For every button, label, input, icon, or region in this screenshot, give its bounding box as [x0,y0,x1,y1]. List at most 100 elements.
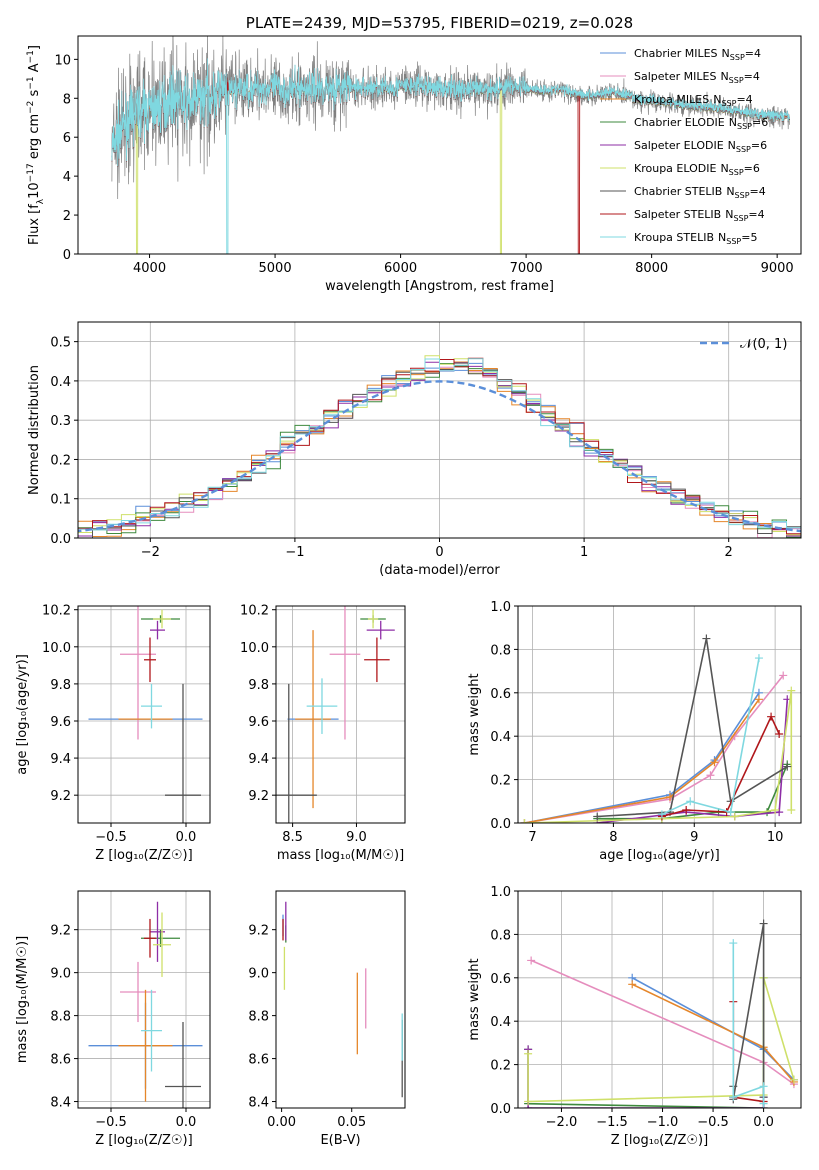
errorbar-point [144,637,156,683]
weight-marker [726,808,735,817]
age_vs_Z-xlabel: Z [log₁₀(Z/Z☉)] [95,848,192,863]
weight_vs_Z-xtick-label: −0.5 [697,1115,729,1130]
weight-marker [759,1099,768,1108]
weight_vs_Z-plot-area [524,919,798,1108]
spectrum-xlabel: wavelength [Angstrom, rest frame] [325,279,554,294]
errorbar-point [153,912,171,977]
weight_vs_age-xtick-label: 8 [609,830,617,845]
spectrum-xtick-label: 9000 [761,261,794,276]
errorbar-point [367,609,379,629]
weight_vs_age-xtick-label: 10 [767,830,784,845]
residuals-ytick-label: 0.3 [50,414,71,429]
age_vs_Z-xtick-label: 0.0 [176,830,197,845]
weight-marker [779,671,788,680]
residuals-ytick-label: 0.2 [50,453,71,468]
legend-label: Kroupa ELODIE NSSP=6 [634,162,760,177]
errorbar-point [364,637,390,683]
mass_vs_ebv-ytick-label: 8.4 [248,1096,269,1111]
errorbar-point [150,901,165,962]
mass_vs_Z-ytick-label: 9.2 [50,924,71,939]
mass_vs_Z-grid [78,891,210,1108]
residuals-xtick-label: −2 [141,545,160,560]
weight_vs_age-ytick-label: 0.8 [490,643,511,658]
residuals-xtick-label: 0 [435,545,443,560]
spectrum-ytick-label: 10 [54,53,71,68]
residuals-ytick-label: 0.5 [50,336,71,351]
weight-marker [787,805,796,814]
age_vs_Z-ytick-label: 9.6 [50,715,71,730]
age_vs_mass-xtick-label: 9.0 [346,830,367,845]
weight_vs_Z-ytick-label: 0.2 [490,1059,511,1074]
age_vs_mass-xlabel: mass [log₁₀(M/M☉)] [277,848,404,863]
residuals-ylabel: Normed distribution [27,365,42,495]
weight-marker [527,956,536,965]
mass_vs_Z-ytick-label: 8.8 [50,1010,71,1025]
age_vs_mass-ytick-label: 9.6 [248,715,269,730]
age_vs_Z-ylabel: age [log₁₀(age/yr)] [15,654,30,775]
residuals-xtick-label: 1 [580,545,588,560]
weight_vs_age-axes: 7 8 9 10 0.0 0.2 0.4 0.6 0.8 1.0 age [log₁₀(age/yr… [467,600,802,863]
weight_vs_age-ytick-label: 0.4 [490,730,511,745]
weight-marker [729,1093,738,1102]
mass_vs_Z-plot-area [88,901,203,1108]
errorbar-point [153,609,171,629]
gaussian-reference-line [78,380,801,533]
age_vs_Z-axes: −0.5 0.0 9.2 9.4 9.6 9.8 10.0 10.2 Z [log₁₀(Z/Z☉… [15,604,211,863]
spectrum-plot-area [111,36,791,254]
weight-marker [628,980,637,989]
weight-series-line [527,977,765,1108]
spectrum-xtick-label: 4000 [133,261,166,276]
weight-series-line [661,657,760,816]
errorbar-point [366,620,395,640]
mass_vs_Z-frame [77,890,211,1109]
weight_vs_age-ytick-label: 0.0 [490,817,511,832]
age_vs_Z-ytick-label: 10.0 [42,641,71,656]
mass_vs_ebv-xtick-label: 0.00 [267,1115,296,1130]
weight_vs_Z-ytick-label: 0.4 [490,1015,511,1030]
weight-marker [759,919,768,928]
residuals-xtick-label: −1 [285,545,304,560]
spectrum-ytick-label: 4 [63,170,71,185]
legend-label: Salpeter ELODIE NSSP=6 [634,139,767,154]
weight_vs_Z-grid [518,890,801,1109]
age_vs_mass-axes: 8.5 9.0 9.2 9.4 9.6 9.8 10.0 10.2 mass [log₁₀(M/… [240,604,406,863]
weight-marker [729,939,738,948]
weight_vs_Z-ytick-label: 0.8 [490,928,511,943]
weight-marker [702,634,711,643]
errorbar-point [120,961,156,1023]
weight_vs_age-grid [518,605,801,824]
weight_vs_Z-xtick-label: −1.0 [647,1115,679,1130]
mass_vs_ebv-xtick-label: 0.05 [337,1115,366,1130]
mass_vs_Z-xtick-label: 0.0 [176,1115,197,1130]
spectrum-legend: Chabrier MILES NSSP=4 Salpeter MILES NSSP=4… [600,47,768,246]
weight-marker [783,762,792,771]
spectrum-ytick-label: 0 [63,248,71,263]
errorbar-point [141,989,162,1072]
mass_vs_ebv-frame [275,890,406,1109]
legend-label: Salpeter MILES NSSP=4 [634,70,760,85]
spectrum-title: PLATE=2439, MJD=53795, FIBERID=0219, z=0… [246,14,633,32]
residuals-xlabel: (data-model)/error [379,563,500,578]
weight-marker [759,1082,768,1091]
mass_vs_Z-xlabel: Z [log₁₀(Z/Z☉)] [95,1133,192,1148]
age_vs_mass-ytick-label: 10.2 [240,604,269,619]
spectrum-xtick-label: 7000 [510,261,543,276]
weight-marker [767,712,776,721]
weight-series-line [527,1049,765,1108]
weight_vs_age-frame [517,605,802,824]
weight-series-line [597,638,788,818]
age_vs_Z-ytick-label: 10.2 [42,604,71,619]
residuals-frame [77,321,802,539]
errorbar-point [295,630,331,809]
weight-marker [686,797,695,806]
legend-label: Kroupa MILES NSSP=4 [634,93,753,108]
weight_vs_Z-ytick-label: 1.0 [490,885,511,900]
age_vs_mass-ytick-label: 9.4 [248,752,269,767]
legend-label: Chabrier ELODIE NSSP=6 [634,116,768,131]
spectrum-ytick-label: 6 [63,131,71,146]
weight_vs_age-ytick-label: 1.0 [490,600,511,615]
age_vs_mass-grid [276,606,405,823]
weight-series-line [524,698,760,823]
age_vs_Z-ytick-label: 9.2 [50,789,71,804]
